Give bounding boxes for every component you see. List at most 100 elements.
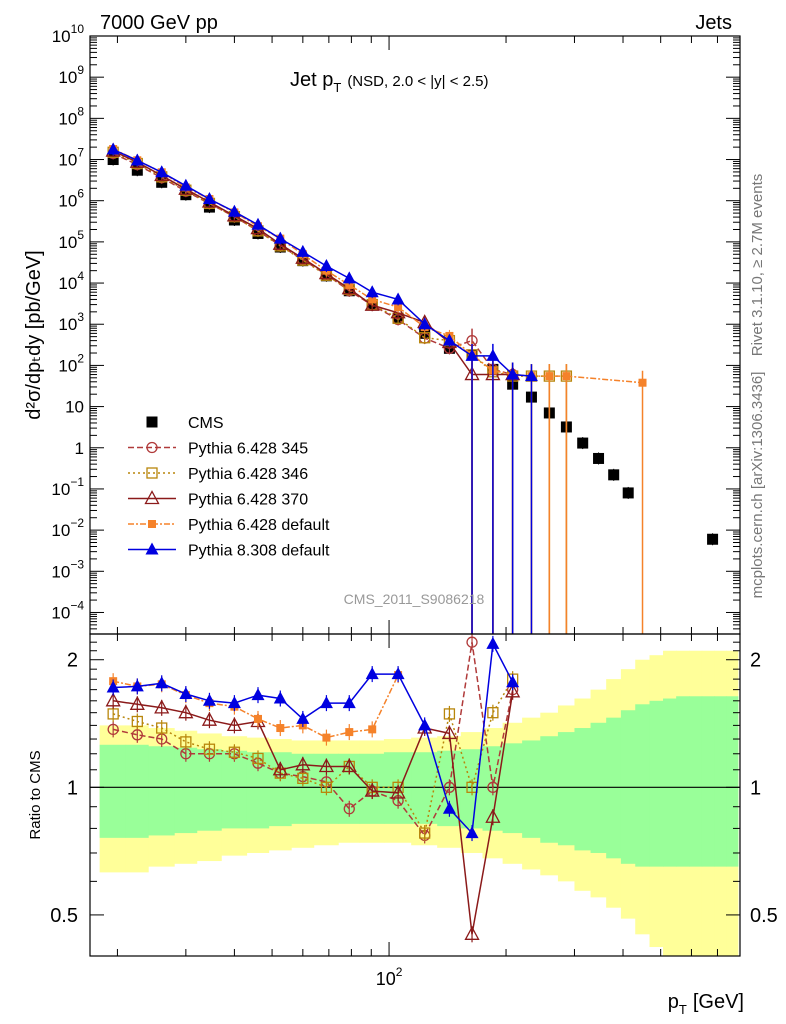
- legend-label: CMS: [188, 415, 224, 432]
- data-point: [545, 372, 554, 381]
- side-label-bottom: mcplots.cern.ch [arXiv:1306.3436]: [749, 372, 766, 599]
- data-point: [365, 285, 379, 298]
- y-axis-label: d²σ/dpₜdy [pb/GeV]: [23, 250, 45, 419]
- ratio-point: [227, 696, 241, 709]
- ratio-point: [505, 683, 521, 698]
- y-tick-label: 10−1: [51, 475, 84, 499]
- data-point: [107, 154, 119, 166]
- ratio-point: [107, 723, 119, 736]
- legend-entry-3: Pythia 6.428 370: [128, 490, 308, 509]
- data-point: [506, 367, 520, 380]
- legend-marker: [146, 467, 158, 479]
- ratio-tick-label-right: 2: [750, 650, 761, 672]
- data-point: [622, 487, 634, 499]
- ratio-point: [342, 696, 356, 709]
- ratio-point: [419, 827, 431, 839]
- data-point: [179, 178, 193, 191]
- y-tick-label: 1: [75, 439, 84, 458]
- legend-marker: [146, 441, 158, 454]
- ratio-point: [130, 679, 144, 692]
- data-point: [368, 295, 377, 304]
- uncertainty-band-inner: [502, 743, 523, 834]
- uncertainty-band-inner: [676, 696, 690, 867]
- uncertainty-band-inner: [174, 747, 198, 834]
- ratio-point: [179, 687, 193, 700]
- legend-entry-4: Pythia 6.428 default: [128, 517, 330, 534]
- ratio-tick-label-left: 0.5: [50, 905, 78, 927]
- data-point: [577, 437, 589, 449]
- y-tick-label: 108: [58, 104, 84, 128]
- legend-label: Pythia 6.428 370: [188, 492, 308, 509]
- ratio-series-line: [112, 678, 514, 836]
- legend: CMS Pythia 6.428 345 Pythia 6.428 346 Pythi…: [128, 415, 330, 560]
- data-point: [155, 165, 169, 178]
- legend-label: Pythia 8.308 default: [188, 543, 330, 560]
- uncertainty-band-inner: [522, 740, 541, 838]
- ratio-point: [465, 826, 479, 839]
- ratio-point: [485, 808, 501, 823]
- ratio-point: [273, 691, 287, 704]
- data-point: [342, 271, 356, 284]
- ratio-point: [129, 695, 145, 710]
- ratio-axis-label: Ratio to CMS: [27, 750, 44, 839]
- uncertainty-band-inner: [148, 746, 175, 836]
- series-3: [105, 142, 521, 634]
- ratio-point: [487, 707, 499, 719]
- ratio-tick-label-left: 1: [67, 777, 78, 799]
- ratio-point: [297, 772, 309, 784]
- uncertainty-band-inner: [411, 752, 438, 824]
- watermark: CMS_2011_S9086218: [344, 591, 485, 607]
- axes: 101010910810710610510410310210110−110−21…: [50, 22, 778, 989]
- data-point: [486, 348, 500, 361]
- ratio-point: [464, 925, 480, 940]
- ratio-tick-label-right: 1: [750, 777, 761, 799]
- series-5: [106, 142, 538, 634]
- uncertainty-band-inner: [557, 732, 575, 846]
- ratio-point: [276, 724, 285, 733]
- ratio-point: [343, 803, 355, 815]
- data-point: [106, 142, 120, 155]
- ratio-point: [341, 758, 357, 773]
- uncertainty-band-inner: [689, 696, 703, 867]
- header-left: 7000 GeV pp: [100, 12, 218, 34]
- data-point: [202, 192, 216, 205]
- ratio-series-5: [106, 635, 520, 842]
- data-point: [390, 304, 406, 319]
- ratio-point: [296, 711, 310, 724]
- uncertainty-band-inner: [196, 749, 222, 831]
- x-tick-label: 102: [376, 965, 403, 989]
- data-point: [391, 292, 405, 305]
- ratio-tick-label-left: 2: [67, 650, 78, 672]
- ratio-point: [322, 733, 331, 742]
- data-point: [707, 533, 719, 545]
- data-point: [394, 303, 403, 312]
- uncertainty-band-inner: [714, 696, 727, 867]
- y-tick-label: 1010: [52, 22, 85, 46]
- data-point: [593, 452, 605, 464]
- data-point: [273, 231, 287, 244]
- data-point: [130, 153, 144, 166]
- data-point: [364, 296, 380, 311]
- uncertainty-band-inner: [221, 750, 248, 829]
- legend-marker: [148, 520, 156, 528]
- y-tick-label: 104: [58, 269, 84, 293]
- legend-marker: [145, 542, 159, 555]
- uncertainty-band-inner: [606, 717, 622, 859]
- y-tick-label: 102: [58, 351, 84, 375]
- data-point: [442, 333, 456, 346]
- data-point: [562, 372, 571, 381]
- ratio-point: [156, 722, 168, 734]
- series-0: [107, 153, 719, 546]
- ratio-point: [272, 761, 288, 776]
- y-tick-label: 107: [58, 146, 84, 170]
- ratio-point: [442, 801, 456, 814]
- y-tick-label: 10−3: [51, 557, 84, 581]
- ratio-point: [251, 688, 265, 701]
- legend-label: Pythia 6.428 346: [188, 466, 308, 483]
- data-point: [227, 204, 241, 217]
- ratio-point: [131, 715, 143, 728]
- x-axis-label: pT [GeV]: [668, 991, 744, 1017]
- header-right: Jets: [695, 12, 732, 34]
- ratio-point: [228, 746, 241, 758]
- ratio-point: [486, 636, 500, 649]
